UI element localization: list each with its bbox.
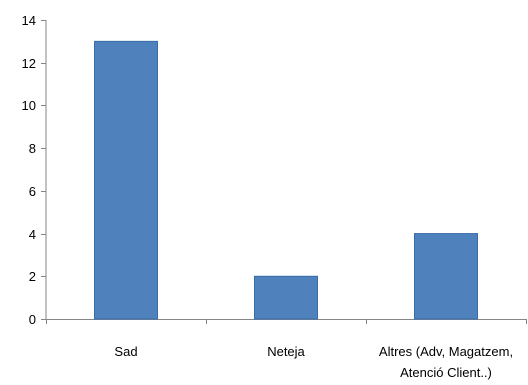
x-category-label: Sad (114, 344, 137, 359)
y-tick-label: 8 (29, 141, 36, 156)
x-category-label: Neteja (267, 344, 305, 359)
bars (94, 40, 478, 320)
x-category-label: Altres (Adv, Magatzem, (379, 344, 513, 359)
x-axis (46, 319, 527, 324)
y-tick-label: 4 (29, 227, 36, 242)
bar (94, 40, 158, 320)
category-labels: Sad Neteja Altres (Adv, Magatzem, Atenció C… (114, 344, 513, 380)
x-category-label: Atenció Client..) (400, 365, 492, 380)
bar (254, 275, 318, 320)
y-tick-label: 0 (29, 312, 36, 327)
y-tick-label: 12 (22, 56, 36, 71)
y-tick-label: 2 (29, 269, 36, 284)
y-tick-label: 10 (22, 98, 36, 113)
y-tick-label: 14 (22, 13, 36, 28)
y-axis: 0 2 4 6 8 10 12 14 (22, 13, 47, 327)
bar (414, 233, 478, 320)
y-tick-label: 6 (29, 184, 36, 199)
